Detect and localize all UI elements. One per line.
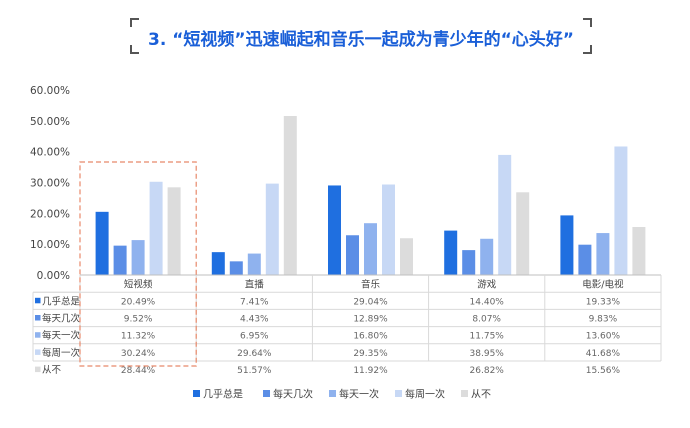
table-legend-key (35, 297, 41, 304)
y-tick-label: 30.00% (30, 178, 70, 190)
corner-bracket-icon (583, 45, 592, 54)
data-label: 28.44% (121, 366, 156, 376)
data-label: 9.52% (124, 315, 153, 325)
data-label: 29.04% (353, 297, 388, 307)
data-label: 16.80% (353, 332, 388, 342)
data-label: 29.64% (237, 349, 272, 359)
data-label: 14.40% (470, 297, 505, 307)
bar (265, 183, 279, 275)
data-label: 20.49% (121, 297, 156, 307)
corner-bracket-icon (130, 45, 139, 54)
bar (480, 238, 494, 275)
bar (364, 223, 377, 275)
highlight-box (79, 161, 197, 367)
bar (400, 238, 413, 275)
data-label: 13.60% (586, 332, 621, 342)
bar (113, 245, 127, 275)
data-label: 41.68% (586, 349, 621, 359)
bar (516, 192, 530, 275)
bar (462, 250, 476, 275)
legend-key (263, 390, 270, 397)
y-tick-label: 40.00% (30, 147, 70, 159)
table-legend-key (35, 349, 41, 355)
bar (632, 227, 646, 275)
data-label: 26.82% (470, 366, 505, 376)
bar (167, 187, 181, 275)
legend-label: 每天一次 (339, 388, 379, 401)
x-tick-label: 直播 (245, 279, 265, 291)
table-legend-key (35, 366, 41, 373)
data-label: 11.75% (470, 332, 505, 342)
x-tick-label: 音乐 (361, 279, 381, 291)
data-label: 6.95% (240, 332, 269, 342)
bar (444, 230, 458, 275)
x-tick-label: 短视频 (124, 279, 153, 291)
data-label: 15.56% (586, 366, 621, 376)
bar (211, 252, 225, 275)
title-frame: 3. “短视频”迅速崛起和音乐一起成为青少年的“心头好” (130, 18, 592, 54)
legend-key (395, 390, 402, 397)
data-label: 11.32% (121, 332, 156, 342)
table-series-name: 从不 (42, 365, 62, 376)
legend-label: 从不 (471, 390, 491, 401)
legend-key (193, 390, 200, 397)
bar (328, 185, 341, 275)
bar (283, 115, 297, 276)
data-label: 4.43% (240, 315, 269, 325)
legend-label: 每周一次 (405, 388, 445, 401)
bar (229, 261, 243, 275)
legend-label: 几乎总是 (203, 388, 243, 401)
y-tick-label: 60.00% (30, 85, 70, 97)
corner-bracket-icon (130, 18, 139, 27)
bar (95, 211, 109, 275)
bar (149, 181, 163, 275)
bar (131, 240, 145, 275)
data-label: 51.57% (237, 366, 272, 376)
data-label: 30.24% (121, 349, 156, 359)
table-series-name: 每周一次 (42, 347, 81, 359)
x-tick-label: 游戏 (477, 279, 497, 291)
legend-key (461, 390, 468, 397)
bar (596, 233, 610, 275)
data-label: 29.35% (353, 349, 388, 359)
table-series-name: 每天一次 (42, 330, 81, 342)
table-legend-key (35, 332, 41, 338)
data-label: 12.89% (353, 315, 388, 325)
y-tick-label: 20.00% (30, 208, 70, 220)
data-label: 19.33% (586, 297, 621, 307)
legend-label: 每天几次 (273, 388, 313, 401)
bar (560, 215, 574, 275)
bar (614, 146, 628, 275)
bar (382, 184, 395, 275)
y-tick-label: 10.00% (30, 239, 70, 251)
data-label: 8.07% (472, 315, 501, 325)
y-tick-label: 50.00% (30, 116, 70, 128)
data-label: 11.92% (353, 366, 388, 376)
bar (578, 244, 592, 275)
data-label: 7.41% (240, 297, 269, 307)
table-legend-key (35, 315, 41, 321)
table-series-name: 几乎总是 (42, 295, 81, 307)
corner-bracket-icon (583, 18, 592, 27)
bar (498, 154, 512, 275)
data-label: 9.83% (589, 315, 618, 325)
bar (247, 253, 261, 275)
table-series-name: 每天几次 (42, 313, 81, 325)
bar (346, 235, 359, 275)
y-tick-label: 0.00% (37, 270, 70, 282)
x-tick-label: 电影/电视 (582, 279, 624, 291)
page-title: 3. “短视频”迅速崛起和音乐一起成为青少年的“心头好” (148, 30, 574, 50)
legend-key (329, 390, 336, 397)
data-label: 38.95% (470, 349, 505, 359)
